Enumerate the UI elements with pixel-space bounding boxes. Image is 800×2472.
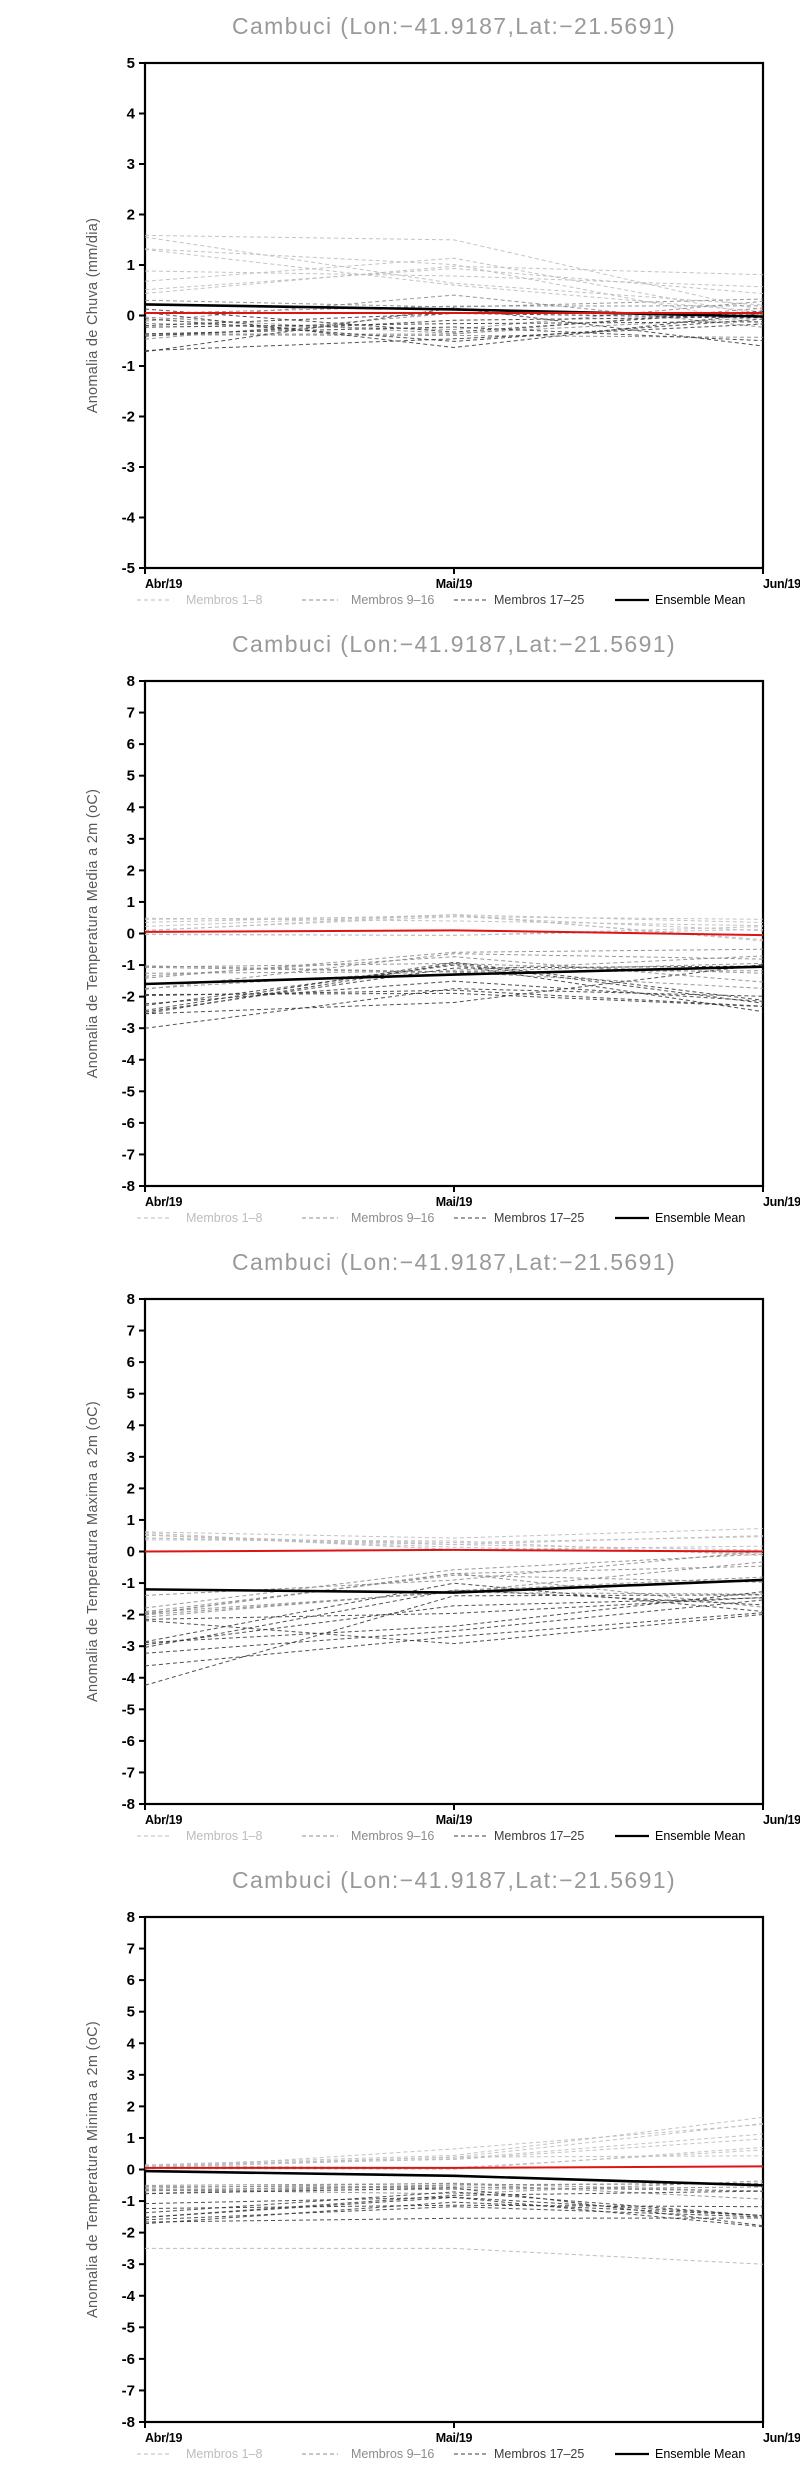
svg-text:-1: -1 [122, 1575, 135, 1592]
svg-text:Cambuci (Lon:−41.9187,Lat:−21.: Cambuci (Lon:−41.9187,Lat:−21.5691) [232, 631, 676, 657]
svg-text:-3: -3 [122, 2256, 135, 2273]
svg-text:-8: -8 [122, 1178, 135, 1195]
svg-text:8: 8 [127, 673, 135, 690]
svg-text:Abr/19: Abr/19 [145, 1195, 182, 1209]
svg-text:1: 1 [127, 894, 135, 911]
svg-text:Abr/19: Abr/19 [145, 1813, 182, 1827]
svg-text:-3: -3 [122, 1638, 135, 1655]
svg-text:Abr/19: Abr/19 [145, 577, 182, 591]
svg-text:Jun/19: Jun/19 [763, 1813, 800, 1827]
svg-text:7: 7 [127, 1323, 135, 1340]
svg-text:-2: -2 [122, 2225, 135, 2242]
svg-text:Jun/19: Jun/19 [763, 1195, 800, 1209]
svg-text:4: 4 [127, 106, 136, 123]
svg-text:5: 5 [127, 55, 135, 72]
svg-text:Mai/19: Mai/19 [436, 1813, 473, 1827]
svg-text:Membros 17–25: Membros 17–25 [494, 2447, 584, 2461]
svg-text:Membros 17–25: Membros 17–25 [494, 593, 584, 607]
svg-text:Membros 9–16: Membros 9–16 [351, 593, 434, 607]
svg-text:Membros 17–25: Membros 17–25 [494, 1829, 584, 1843]
svg-text:Anomalia de Temperatura Maxima: Anomalia de Temperatura Maxima a 2m (oC) [85, 1401, 101, 1702]
svg-text:3: 3 [127, 156, 135, 173]
svg-text:-7: -7 [122, 2382, 135, 2399]
svg-text:Ensemble Mean: Ensemble Mean [655, 593, 745, 607]
svg-text:-2: -2 [122, 989, 135, 1006]
svg-text:-1: -1 [122, 957, 135, 974]
svg-text:-4: -4 [122, 510, 136, 527]
svg-text:5: 5 [127, 768, 135, 785]
svg-text:4: 4 [127, 799, 136, 816]
svg-text:-1: -1 [122, 358, 135, 375]
svg-text:Ensemble Mean: Ensemble Mean [655, 1211, 745, 1225]
svg-text:1: 1 [127, 2130, 135, 2147]
svg-text:-6: -6 [122, 1733, 135, 1750]
svg-text:-8: -8 [122, 1796, 135, 1813]
svg-text:7: 7 [127, 1941, 135, 1958]
svg-text:Membros 9–16: Membros 9–16 [351, 1211, 434, 1225]
svg-text:-8: -8 [122, 2414, 135, 2431]
svg-text:-3: -3 [122, 459, 135, 476]
svg-text:Cambuci (Lon:−41.9187,Lat:−21.: Cambuci (Lon:−41.9187,Lat:−21.5691) [232, 13, 676, 39]
svg-text:-7: -7 [122, 1764, 135, 1781]
svg-text:0: 0 [127, 308, 135, 325]
svg-text:5: 5 [127, 2004, 135, 2021]
svg-text:-3: -3 [122, 1020, 135, 1037]
svg-text:-4: -4 [122, 1670, 136, 1687]
svg-text:-5: -5 [122, 560, 135, 577]
svg-text:-5: -5 [122, 2319, 135, 2336]
svg-text:1: 1 [127, 1512, 135, 1529]
svg-text:Cambuci (Lon:−41.9187,Lat:−21.: Cambuci (Lon:−41.9187,Lat:−21.5691) [232, 1867, 676, 1893]
svg-text:6: 6 [127, 1972, 135, 1989]
svg-text:Mai/19: Mai/19 [436, 2431, 473, 2445]
svg-text:Anomalia de Temperatura Media: Anomalia de Temperatura Media a 2m (oC) [85, 789, 101, 1078]
svg-text:3: 3 [127, 2067, 135, 2084]
svg-text:-4: -4 [122, 2288, 136, 2305]
svg-text:7: 7 [127, 705, 135, 722]
svg-text:Jun/19: Jun/19 [763, 577, 800, 591]
svg-text:Cambuci (Lon:−41.9187,Lat:−21.: Cambuci (Lon:−41.9187,Lat:−21.5691) [232, 1249, 676, 1275]
svg-text:4: 4 [127, 1417, 136, 1434]
svg-text:3: 3 [127, 1449, 135, 1466]
svg-text:-7: -7 [122, 1146, 135, 1163]
svg-text:Abr/19: Abr/19 [145, 2431, 182, 2445]
svg-text:6: 6 [127, 736, 135, 753]
svg-text:Membros 1–8: Membros 1–8 [186, 1829, 262, 1843]
svg-text:-5: -5 [122, 1083, 135, 1100]
svg-text:Membros 17–25: Membros 17–25 [494, 1211, 584, 1225]
svg-text:2: 2 [127, 1480, 135, 1497]
svg-text:-2: -2 [122, 1607, 135, 1624]
svg-text:Membros 1–8: Membros 1–8 [186, 2447, 262, 2461]
svg-text:Mai/19: Mai/19 [436, 1195, 473, 1209]
svg-text:-6: -6 [122, 2351, 135, 2368]
svg-text:0: 0 [127, 1544, 135, 1561]
svg-text:Membros 1–8: Membros 1–8 [186, 1211, 262, 1225]
svg-text:-2: -2 [122, 409, 135, 426]
svg-text:Membros 9–16: Membros 9–16 [351, 2447, 434, 2461]
svg-text:6: 6 [127, 1354, 135, 1371]
svg-text:Membros 1–8: Membros 1–8 [186, 593, 262, 607]
svg-text:8: 8 [127, 1291, 135, 1308]
svg-text:5: 5 [127, 1386, 135, 1403]
svg-text:Membros 9–16: Membros 9–16 [351, 1829, 434, 1843]
svg-text:1: 1 [127, 257, 135, 274]
svg-text:-4: -4 [122, 1052, 136, 1069]
svg-text:Anomalia de Temperatura Minima: Anomalia de Temperatura Minima a 2m (oC) [85, 2021, 101, 2318]
svg-text:3: 3 [127, 831, 135, 848]
svg-text:0: 0 [127, 926, 135, 943]
svg-text:-5: -5 [122, 1701, 135, 1718]
svg-text:Anomalia de Chuva (mm/dia): Anomalia de Chuva (mm/dia) [85, 218, 101, 414]
svg-text:Ensemble Mean: Ensemble Mean [655, 2447, 745, 2461]
svg-text:4: 4 [127, 2035, 136, 2052]
svg-text:2: 2 [127, 2098, 135, 2115]
svg-text:0: 0 [127, 2162, 135, 2179]
svg-text:Ensemble Mean: Ensemble Mean [655, 1829, 745, 1843]
svg-text:8: 8 [127, 1909, 135, 1926]
svg-text:2: 2 [127, 862, 135, 879]
svg-text:-6: -6 [122, 1115, 135, 1132]
svg-text:Mai/19: Mai/19 [436, 577, 473, 591]
svg-text:-1: -1 [122, 2193, 135, 2210]
svg-text:Jun/19: Jun/19 [763, 2431, 800, 2445]
svg-text:2: 2 [127, 207, 135, 224]
